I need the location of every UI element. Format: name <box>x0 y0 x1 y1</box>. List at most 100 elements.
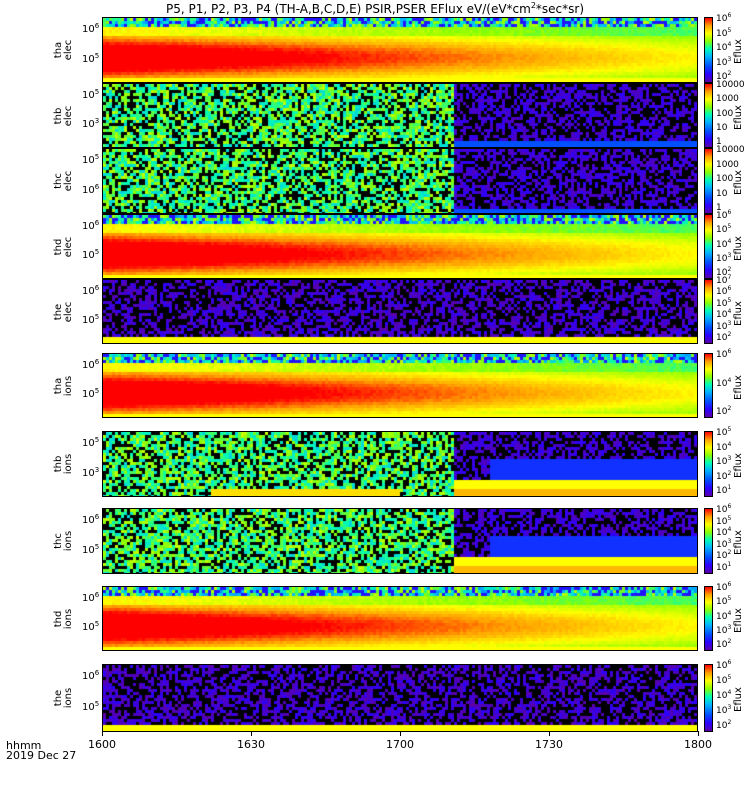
y-tick-label: 106 <box>82 22 100 35</box>
colorbar-tick-label: 104 <box>716 41 732 53</box>
x-tick-label: 1800 <box>684 738 712 751</box>
colorbar-tick-label: 103 <box>716 251 732 264</box>
x-tick-mark <box>400 731 401 736</box>
spectrogram-image <box>103 18 697 82</box>
y-tick-label: 106 <box>82 182 100 196</box>
colorbar-tick-label: 102 <box>716 719 732 731</box>
colorbar-label: Eflux <box>733 170 744 195</box>
y-tick-label: 105 <box>82 153 100 166</box>
colorbar-tick-label: 104 <box>716 689 732 701</box>
x-tick-label: 1630 <box>237 738 265 751</box>
colorbar-label: Eflux <box>733 235 744 261</box>
spectrogram-panel-the-ions <box>102 664 698 732</box>
y-tick-label: 105 <box>82 88 100 101</box>
chart-title: P5, P1, P2, P3, P4 (TH-A,B,C,D,E) PSIR,P… <box>0 1 750 16</box>
colorbar-tick-label: 102 <box>716 638 732 650</box>
title-text: P5, P1, P2, P3, P4 (TH-A,B,C,D,E) PSIR,P… <box>165 2 531 16</box>
colorbar-tick-label: 104 <box>716 440 732 453</box>
colorbar-label: Eflux <box>733 687 744 712</box>
colorbar-label: Eflux <box>733 104 744 130</box>
title-superscript: 2 <box>530 1 536 10</box>
date-label: 2019 Dec 27 <box>6 749 77 762</box>
colorbar-tick-label: 106 <box>716 285 732 298</box>
y-tick-label: 105 <box>82 542 100 556</box>
colorbar-tick-label: 1 <box>716 137 722 147</box>
spectrogram-image <box>103 509 697 573</box>
colorbar-tick-label: 101 <box>716 484 732 496</box>
colorbar-tick-label: 10 <box>716 122 728 133</box>
colorbar-tick-label: 105 <box>716 514 732 527</box>
x-tick-mark <box>251 731 252 736</box>
x-tick-label: 1700 <box>386 738 414 751</box>
colorbar-label: Eflux <box>733 453 744 478</box>
spectrogram-panel-thc-ions <box>102 508 698 574</box>
colorbar-label: Eflux <box>733 300 744 326</box>
spectrogram-panel-thd-ions <box>102 586 698 651</box>
colorbar <box>704 148 713 214</box>
spectrogram-panel-thc-elec <box>102 148 698 214</box>
colorbar <box>704 508 713 574</box>
x-tick-label: 1730 <box>535 738 563 751</box>
colorbar <box>704 664 713 732</box>
colorbar-tick-label: 103 <box>716 455 732 467</box>
colorbar <box>704 17 713 83</box>
colorbar-tick-label: 100 <box>716 174 734 184</box>
spectrogram-image <box>103 432 697 496</box>
colorbar-tick-label: 100 <box>716 108 734 119</box>
y-tick-label: 106 <box>82 219 100 232</box>
title-end: *sec*sr) <box>535 2 585 16</box>
colorbar-tick-label: 107 <box>716 274 732 286</box>
spectrogram-image <box>103 587 697 650</box>
colorbar-tick-label: 10000 <box>716 80 745 90</box>
spectrogram-image <box>103 354 697 417</box>
y-tick-label: 105 <box>82 248 100 262</box>
time-format-label: hhmm <box>6 739 42 752</box>
colorbar-tick-label: 103 <box>716 319 732 332</box>
spectrogram-image <box>103 665 697 731</box>
y-tick-label: 105 <box>82 699 100 713</box>
spectrogram-panel-the-elec <box>102 279 698 344</box>
colorbar-tick-label: 105 <box>716 426 732 438</box>
colorbar-tick-label: 105 <box>716 674 732 686</box>
colorbar-tick-label: 102 <box>716 331 732 343</box>
y-tick-label: 103 <box>82 117 100 131</box>
colorbar <box>704 279 713 344</box>
colorbar-label: Eflux <box>733 530 744 555</box>
colorbar-tick-label: 10000 <box>716 145 745 155</box>
colorbar-tick-label: 103 <box>716 623 732 636</box>
colorbar-tick-label: 103 <box>716 55 732 68</box>
colorbar-tick-label: 106 <box>716 348 732 360</box>
spectrogram-image <box>103 149 697 213</box>
y-tick-label: 103 <box>82 465 100 479</box>
y-tick-label: 105 <box>82 313 100 327</box>
spectrogram-image <box>103 280 697 343</box>
spectrogram-panel-thd-elec <box>102 214 698 279</box>
colorbar-label: Eflux <box>733 39 744 64</box>
colorbar <box>704 214 713 279</box>
y-tick-label: 105 <box>82 436 100 449</box>
colorbar-tick-label: 102 <box>716 549 732 562</box>
colorbar-tick-label: 105 <box>716 223 732 236</box>
colorbar-label: Eflux <box>733 607 744 633</box>
colorbar-tick-label: 103 <box>716 704 732 716</box>
colorbar <box>704 431 713 497</box>
colorbar-tick-label: 102 <box>716 70 732 82</box>
x-tick-label: 1600 <box>88 738 116 751</box>
colorbar-tick-label: 1 <box>716 203 722 213</box>
y-tick-label: 106 <box>82 284 100 297</box>
colorbar-tick-label: 104 <box>716 526 732 539</box>
colorbar-tick-label: 106 <box>716 659 732 671</box>
spectrogram-panel-thb-elec <box>102 83 698 148</box>
y-tick-label: 105 <box>82 51 100 65</box>
colorbar-tick-label: 104 <box>716 609 732 622</box>
spectrogram-panel-tha-ions <box>102 353 698 418</box>
y-tick-label: 106 <box>82 513 100 526</box>
colorbar-tick-label: 106 <box>716 503 732 515</box>
spectrogram-panel-thb-ions <box>102 431 698 497</box>
colorbar-tick-label: 101 <box>716 561 732 573</box>
colorbar-tick-label: 103 <box>716 537 732 550</box>
colorbar <box>704 353 713 418</box>
colorbar-tick-label: 1000 <box>716 159 739 170</box>
x-tick-mark <box>698 731 699 736</box>
x-tick-mark <box>102 731 103 736</box>
